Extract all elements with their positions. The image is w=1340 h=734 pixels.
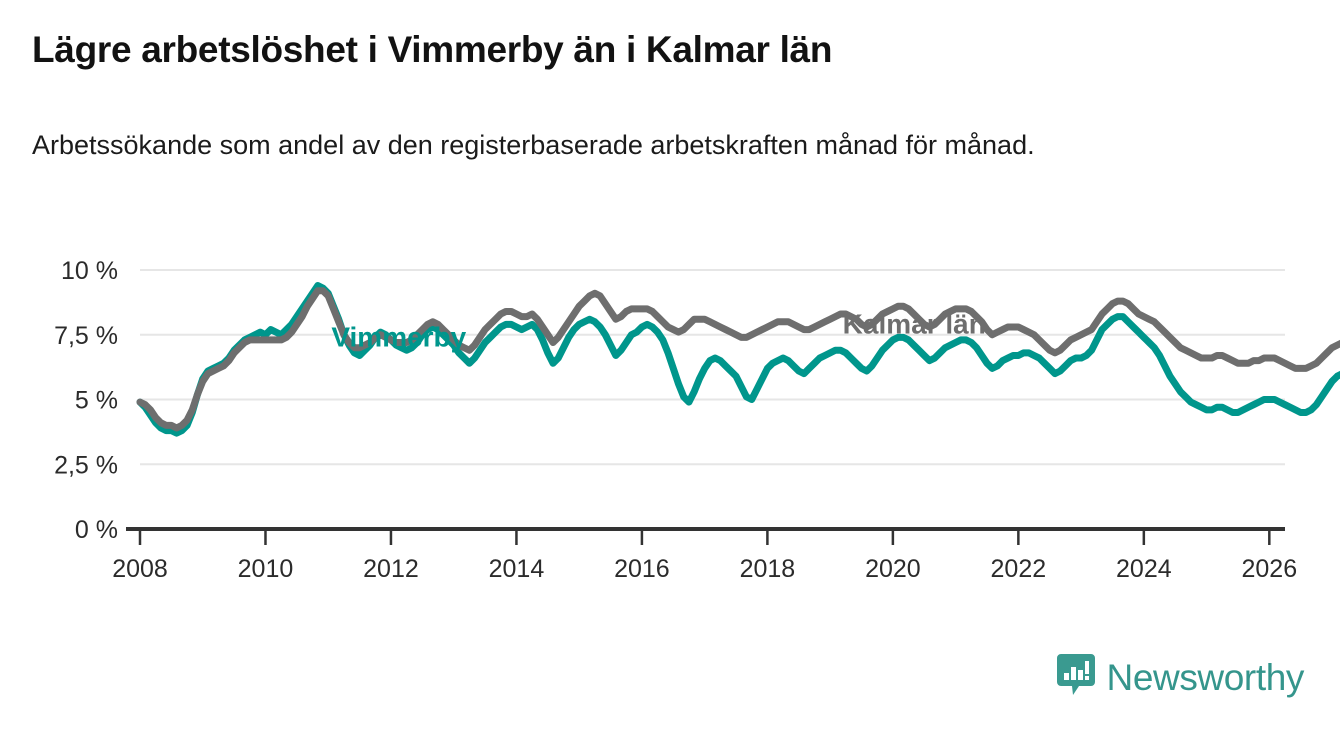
y-axis-tick-label: 7,5 % bbox=[54, 322, 118, 350]
x-axis-tick-label: 2014 bbox=[489, 555, 545, 583]
x-axis-tick-label: 2012 bbox=[363, 555, 419, 583]
y-axis-tick-label: 10 % bbox=[61, 257, 118, 285]
y-axis-tick-label: 5 % bbox=[75, 387, 118, 415]
newsworthy-logo: Newsworthy bbox=[1056, 653, 1305, 702]
line-chart: 0 % 2,5 % 5 % 7,5 % 10 % 2008 2010 2012 2014 201… bbox=[0, 240, 1340, 590]
x-axis-tick-label: 2010 bbox=[238, 555, 294, 583]
x-axis-group bbox=[126, 527, 1285, 545]
y-axis-tick-label: 2,5 % bbox=[54, 451, 118, 479]
x-axis-tick-label: 2008 bbox=[112, 555, 168, 583]
page-subtitle: Arbetssökande som andel av den registerb… bbox=[32, 130, 1035, 160]
x-axis-labels-group: 2008 2010 2012 2014 2016 2018 2020 2022 2024 2026 bbox=[112, 555, 1297, 583]
x-axis-tick-label: 2022 bbox=[991, 555, 1047, 583]
chart-svg: 0 % 2,5 % 5 % 7,5 % 10 % 2008 2010 2012 2014 201… bbox=[54, 257, 1340, 583]
y-axis-labels-group: 0 % 2,5 % 5 % 7,5 % 10 % bbox=[54, 257, 118, 544]
series-label: Kalmar län bbox=[843, 308, 986, 339]
x-axis-tick-label: 2020 bbox=[865, 555, 921, 583]
series-label: Vimmerby bbox=[331, 321, 466, 352]
series-lines-group bbox=[136, 282, 1340, 437]
x-axis-tick-label: 2024 bbox=[1116, 555, 1172, 583]
x-axis-tick-label: 2026 bbox=[1242, 555, 1298, 583]
page-title: Lägre arbetslöshet i Vimmerby än i Kalma… bbox=[32, 29, 833, 70]
series-line bbox=[136, 282, 1340, 437]
series-labels-group: Vimmerby Kalmar län bbox=[331, 308, 986, 352]
x-axis-tick-label: 2018 bbox=[740, 555, 796, 583]
brand-name: Newsworthy bbox=[1106, 657, 1305, 698]
gridlines-group bbox=[140, 269, 1285, 466]
x-axis-tick-label: 2016 bbox=[614, 555, 670, 583]
y-axis-tick-label: 0 % bbox=[75, 516, 118, 544]
speech-bubble-bar-chart-icon bbox=[1056, 653, 1096, 702]
series-line bbox=[136, 287, 1340, 432]
